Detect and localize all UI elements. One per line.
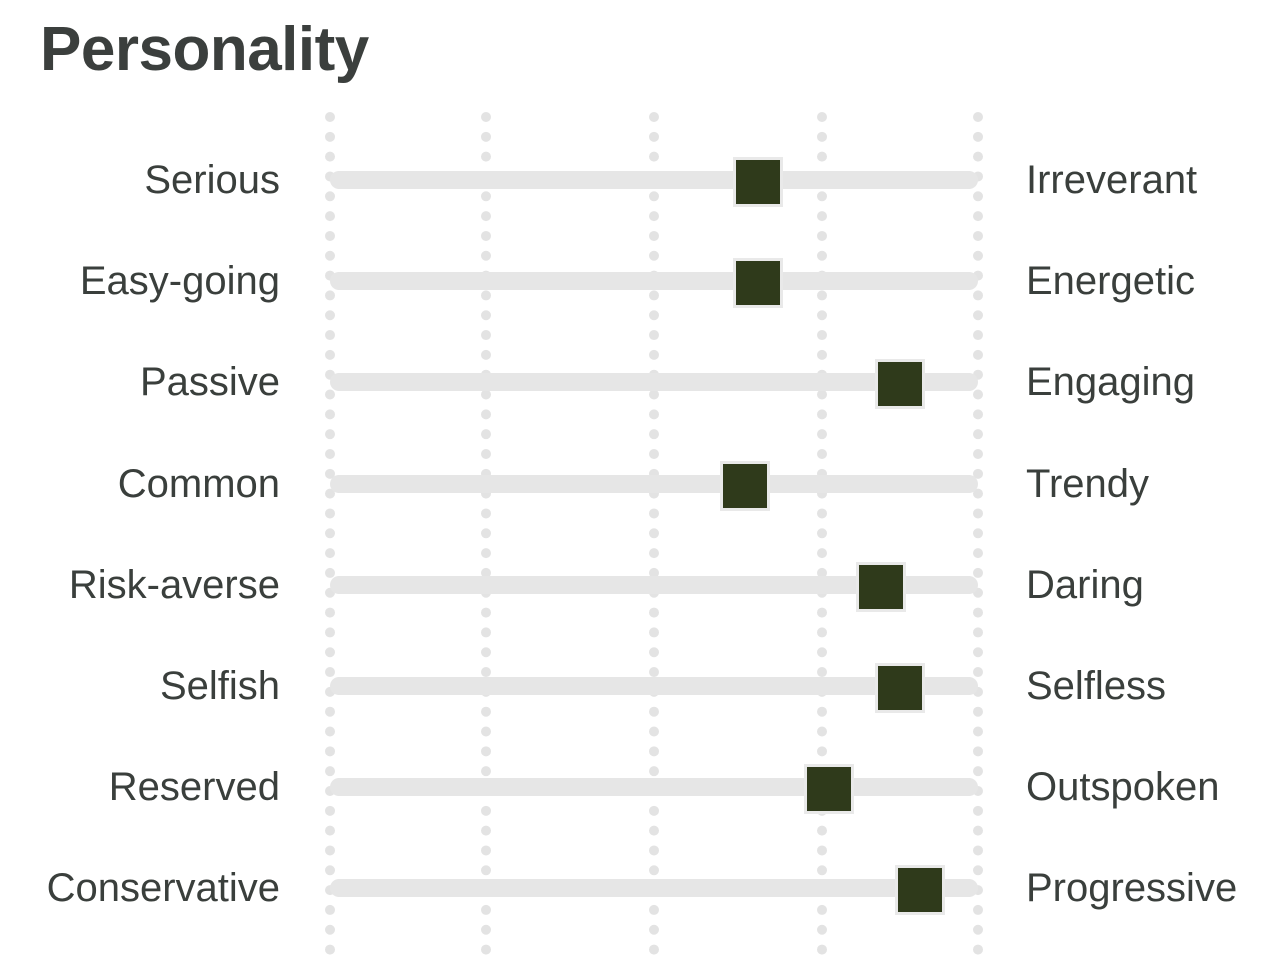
trait-row: Common Trendy bbox=[0, 454, 1276, 514]
trait-row: Easy-going Energetic bbox=[0, 251, 1276, 311]
trait-row: Serious Irreverant bbox=[0, 150, 1276, 210]
trait-slider-marker bbox=[875, 663, 926, 713]
trait-slider-marker bbox=[875, 359, 926, 410]
trait-slider-track bbox=[330, 778, 978, 797]
trait-slider-track bbox=[330, 373, 978, 392]
trait-right-label: Daring bbox=[1026, 562, 1144, 607]
gridline-1 bbox=[480, 112, 491, 955]
trait-right-label: Outspoken bbox=[1026, 765, 1220, 810]
trait-left-label: Common bbox=[117, 461, 280, 506]
trait-left-label: Selfish bbox=[159, 664, 280, 708]
trait-slider-marker bbox=[855, 561, 906, 612]
gridline-0 bbox=[325, 112, 335, 955]
trait-left-label: Easy-going bbox=[79, 259, 280, 304]
trait-row: Selfish Selfless bbox=[0, 656, 1276, 716]
trait-row: Conservative Progressive bbox=[0, 858, 1276, 918]
trait-right-label: Progressive bbox=[1026, 866, 1238, 911]
trait-slider-marker bbox=[803, 764, 854, 815]
trait-slider-track bbox=[330, 171, 978, 189]
trait-right-label: Selfless bbox=[1026, 664, 1167, 708]
trait-right-label: Engaging bbox=[1026, 360, 1196, 405]
trait-row: Reserved Outspoken bbox=[0, 757, 1276, 817]
trait-right-label: Trendy bbox=[1026, 461, 1150, 506]
trait-left-label: Conservative bbox=[46, 866, 280, 911]
trait-slider-track bbox=[330, 272, 978, 291]
page-title: Personality bbox=[40, 15, 369, 84]
trait-right-label: Irreverant bbox=[1026, 158, 1198, 202]
trait-slider-track bbox=[330, 879, 978, 898]
trait-slider-marker bbox=[732, 258, 783, 309]
gridline-3 bbox=[817, 112, 828, 955]
trait-row: Risk-averse Daring bbox=[0, 555, 1276, 615]
trait-slider-track bbox=[330, 677, 978, 695]
trait-slider-marker bbox=[732, 157, 783, 207]
gridline-2 bbox=[649, 112, 659, 955]
gridline-4 bbox=[973, 112, 983, 955]
trait-right-label: Energetic bbox=[1026, 259, 1195, 304]
trait-row: Passive Engaging bbox=[0, 352, 1276, 412]
trait-left-label: Reserved bbox=[108, 765, 280, 810]
trait-slider-track bbox=[330, 575, 978, 594]
trait-slider-marker bbox=[719, 460, 770, 511]
trait-left-label: Passive bbox=[139, 360, 280, 405]
trait-slider-track bbox=[330, 474, 978, 493]
trait-left-label: Serious bbox=[144, 158, 280, 202]
trait-left-label: Risk-averse bbox=[68, 562, 280, 607]
trait-slider-marker bbox=[894, 865, 945, 916]
